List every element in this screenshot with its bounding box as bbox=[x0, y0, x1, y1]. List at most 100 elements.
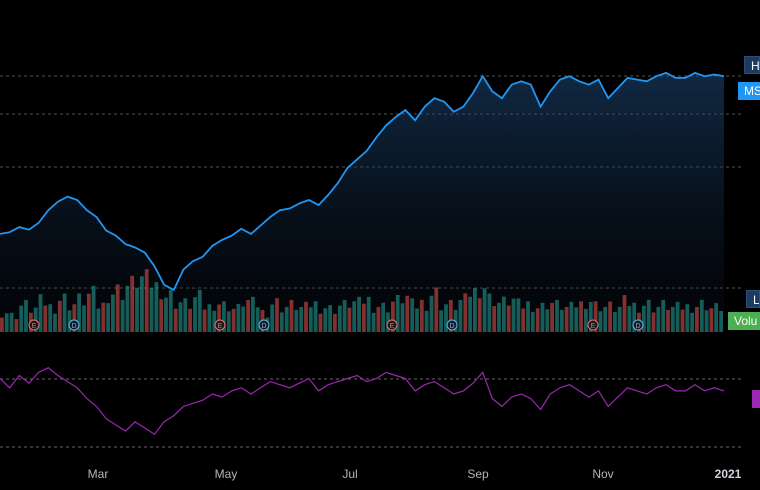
volume-bar bbox=[38, 294, 43, 332]
volume-bar bbox=[680, 309, 685, 332]
volume-bar bbox=[617, 306, 622, 332]
volume-bar bbox=[584, 308, 588, 332]
volume-bar bbox=[72, 304, 77, 332]
volume-bar bbox=[371, 312, 376, 333]
volume-bar bbox=[530, 311, 535, 332]
volume-bar bbox=[405, 295, 410, 332]
volume-bar bbox=[564, 306, 569, 332]
volume-bar bbox=[526, 301, 530, 332]
symbol-price-tag[interactable]: MS bbox=[738, 82, 760, 100]
volume-bar bbox=[685, 304, 690, 332]
volume-bars bbox=[0, 269, 723, 333]
volume-bar bbox=[0, 317, 4, 332]
volume-bar bbox=[106, 303, 110, 332]
rsi-tag[interactable] bbox=[752, 390, 760, 408]
volume-bar bbox=[719, 311, 723, 332]
volume-bar bbox=[641, 305, 646, 332]
volume-bar bbox=[333, 313, 337, 332]
dividend-marker[interactable]: D bbox=[68, 319, 80, 331]
volume-bar bbox=[77, 293, 81, 332]
volume-bar bbox=[366, 296, 371, 332]
volume-bar bbox=[434, 287, 439, 332]
x-axis: Mar May Jul Sep Nov 2021 bbox=[88, 467, 742, 481]
volume-bar bbox=[395, 295, 400, 332]
volume-bar bbox=[4, 313, 9, 332]
volume-bar bbox=[352, 301, 357, 332]
volume-bar bbox=[231, 308, 236, 332]
volume-bar bbox=[429, 295, 434, 332]
volume-bar bbox=[535, 308, 540, 332]
volume-tag[interactable]: Volu bbox=[728, 312, 760, 330]
volume-bar bbox=[82, 305, 86, 332]
volume-bar bbox=[608, 301, 612, 332]
volume-bar bbox=[57, 300, 62, 332]
marker-label: E bbox=[390, 323, 395, 330]
volume-bar bbox=[294, 309, 299, 332]
volume-bar bbox=[424, 310, 429, 332]
volume-bar bbox=[714, 303, 719, 332]
volume-bar bbox=[487, 293, 492, 332]
volume-bar bbox=[410, 298, 415, 332]
volume-bar bbox=[588, 302, 593, 332]
volume-bar bbox=[62, 293, 67, 332]
volume-bar bbox=[328, 305, 332, 332]
volume-bar bbox=[222, 301, 226, 332]
earnings-marker[interactable]: E bbox=[28, 319, 40, 331]
volume-bar bbox=[183, 298, 188, 332]
volume-bar bbox=[140, 276, 144, 332]
volume-bar bbox=[255, 307, 260, 332]
dividend-marker[interactable]: D bbox=[446, 319, 458, 331]
volume-bar bbox=[415, 308, 419, 332]
volume-bar bbox=[545, 309, 550, 333]
volume-bar bbox=[690, 312, 694, 333]
volume-bar bbox=[304, 301, 308, 332]
rsi-gridlines bbox=[0, 378, 742, 448]
volume-bar bbox=[559, 309, 564, 332]
dividend-marker[interactable]: D bbox=[632, 319, 644, 331]
x-tick-label: Sep bbox=[467, 467, 489, 481]
marker-label: E bbox=[591, 323, 596, 330]
volume-bar bbox=[656, 306, 661, 332]
volume-bar bbox=[569, 301, 574, 332]
low-tag[interactable]: L bbox=[746, 290, 760, 308]
volume-bar bbox=[598, 311, 603, 332]
marker-circle bbox=[386, 319, 398, 331]
dividend-marker[interactable]: D bbox=[258, 319, 270, 331]
earnings-marker[interactable]: E bbox=[587, 319, 599, 331]
volume-bar bbox=[178, 302, 183, 332]
marker-label: E bbox=[218, 323, 223, 330]
volume-bar bbox=[439, 310, 443, 332]
earnings-marker[interactable]: E bbox=[214, 319, 226, 331]
volume-bar bbox=[193, 297, 197, 332]
volume-bar bbox=[168, 289, 173, 332]
x-tick-label: 2021 bbox=[715, 467, 742, 481]
price-area bbox=[0, 72, 724, 333]
volume-bar bbox=[463, 293, 468, 332]
volume-bar bbox=[579, 301, 583, 332]
high-tag[interactable]: H bbox=[744, 56, 760, 74]
volume-bar bbox=[53, 313, 57, 332]
volume-bar bbox=[188, 308, 192, 332]
volume-bar bbox=[613, 312, 617, 332]
volume-bar bbox=[154, 282, 159, 332]
volume-bar bbox=[149, 287, 154, 332]
volume-bar bbox=[342, 299, 347, 332]
volume-bar bbox=[419, 299, 424, 332]
volume-bar bbox=[96, 308, 101, 332]
volume-bar bbox=[135, 287, 139, 332]
volume-bar bbox=[251, 296, 255, 332]
earnings-marker[interactable]: E bbox=[386, 319, 398, 331]
volume-bar bbox=[627, 306, 632, 332]
marker-label: E bbox=[32, 323, 37, 330]
marker-circle bbox=[446, 319, 458, 331]
volume-bar bbox=[19, 305, 24, 332]
volume-bar bbox=[337, 305, 342, 332]
volume-bar bbox=[226, 311, 231, 332]
marker-label: D bbox=[635, 323, 640, 330]
volume-bar bbox=[482, 288, 487, 332]
volume-bar bbox=[284, 306, 289, 332]
marker-label: D bbox=[449, 323, 454, 330]
volume-bar bbox=[695, 307, 699, 332]
